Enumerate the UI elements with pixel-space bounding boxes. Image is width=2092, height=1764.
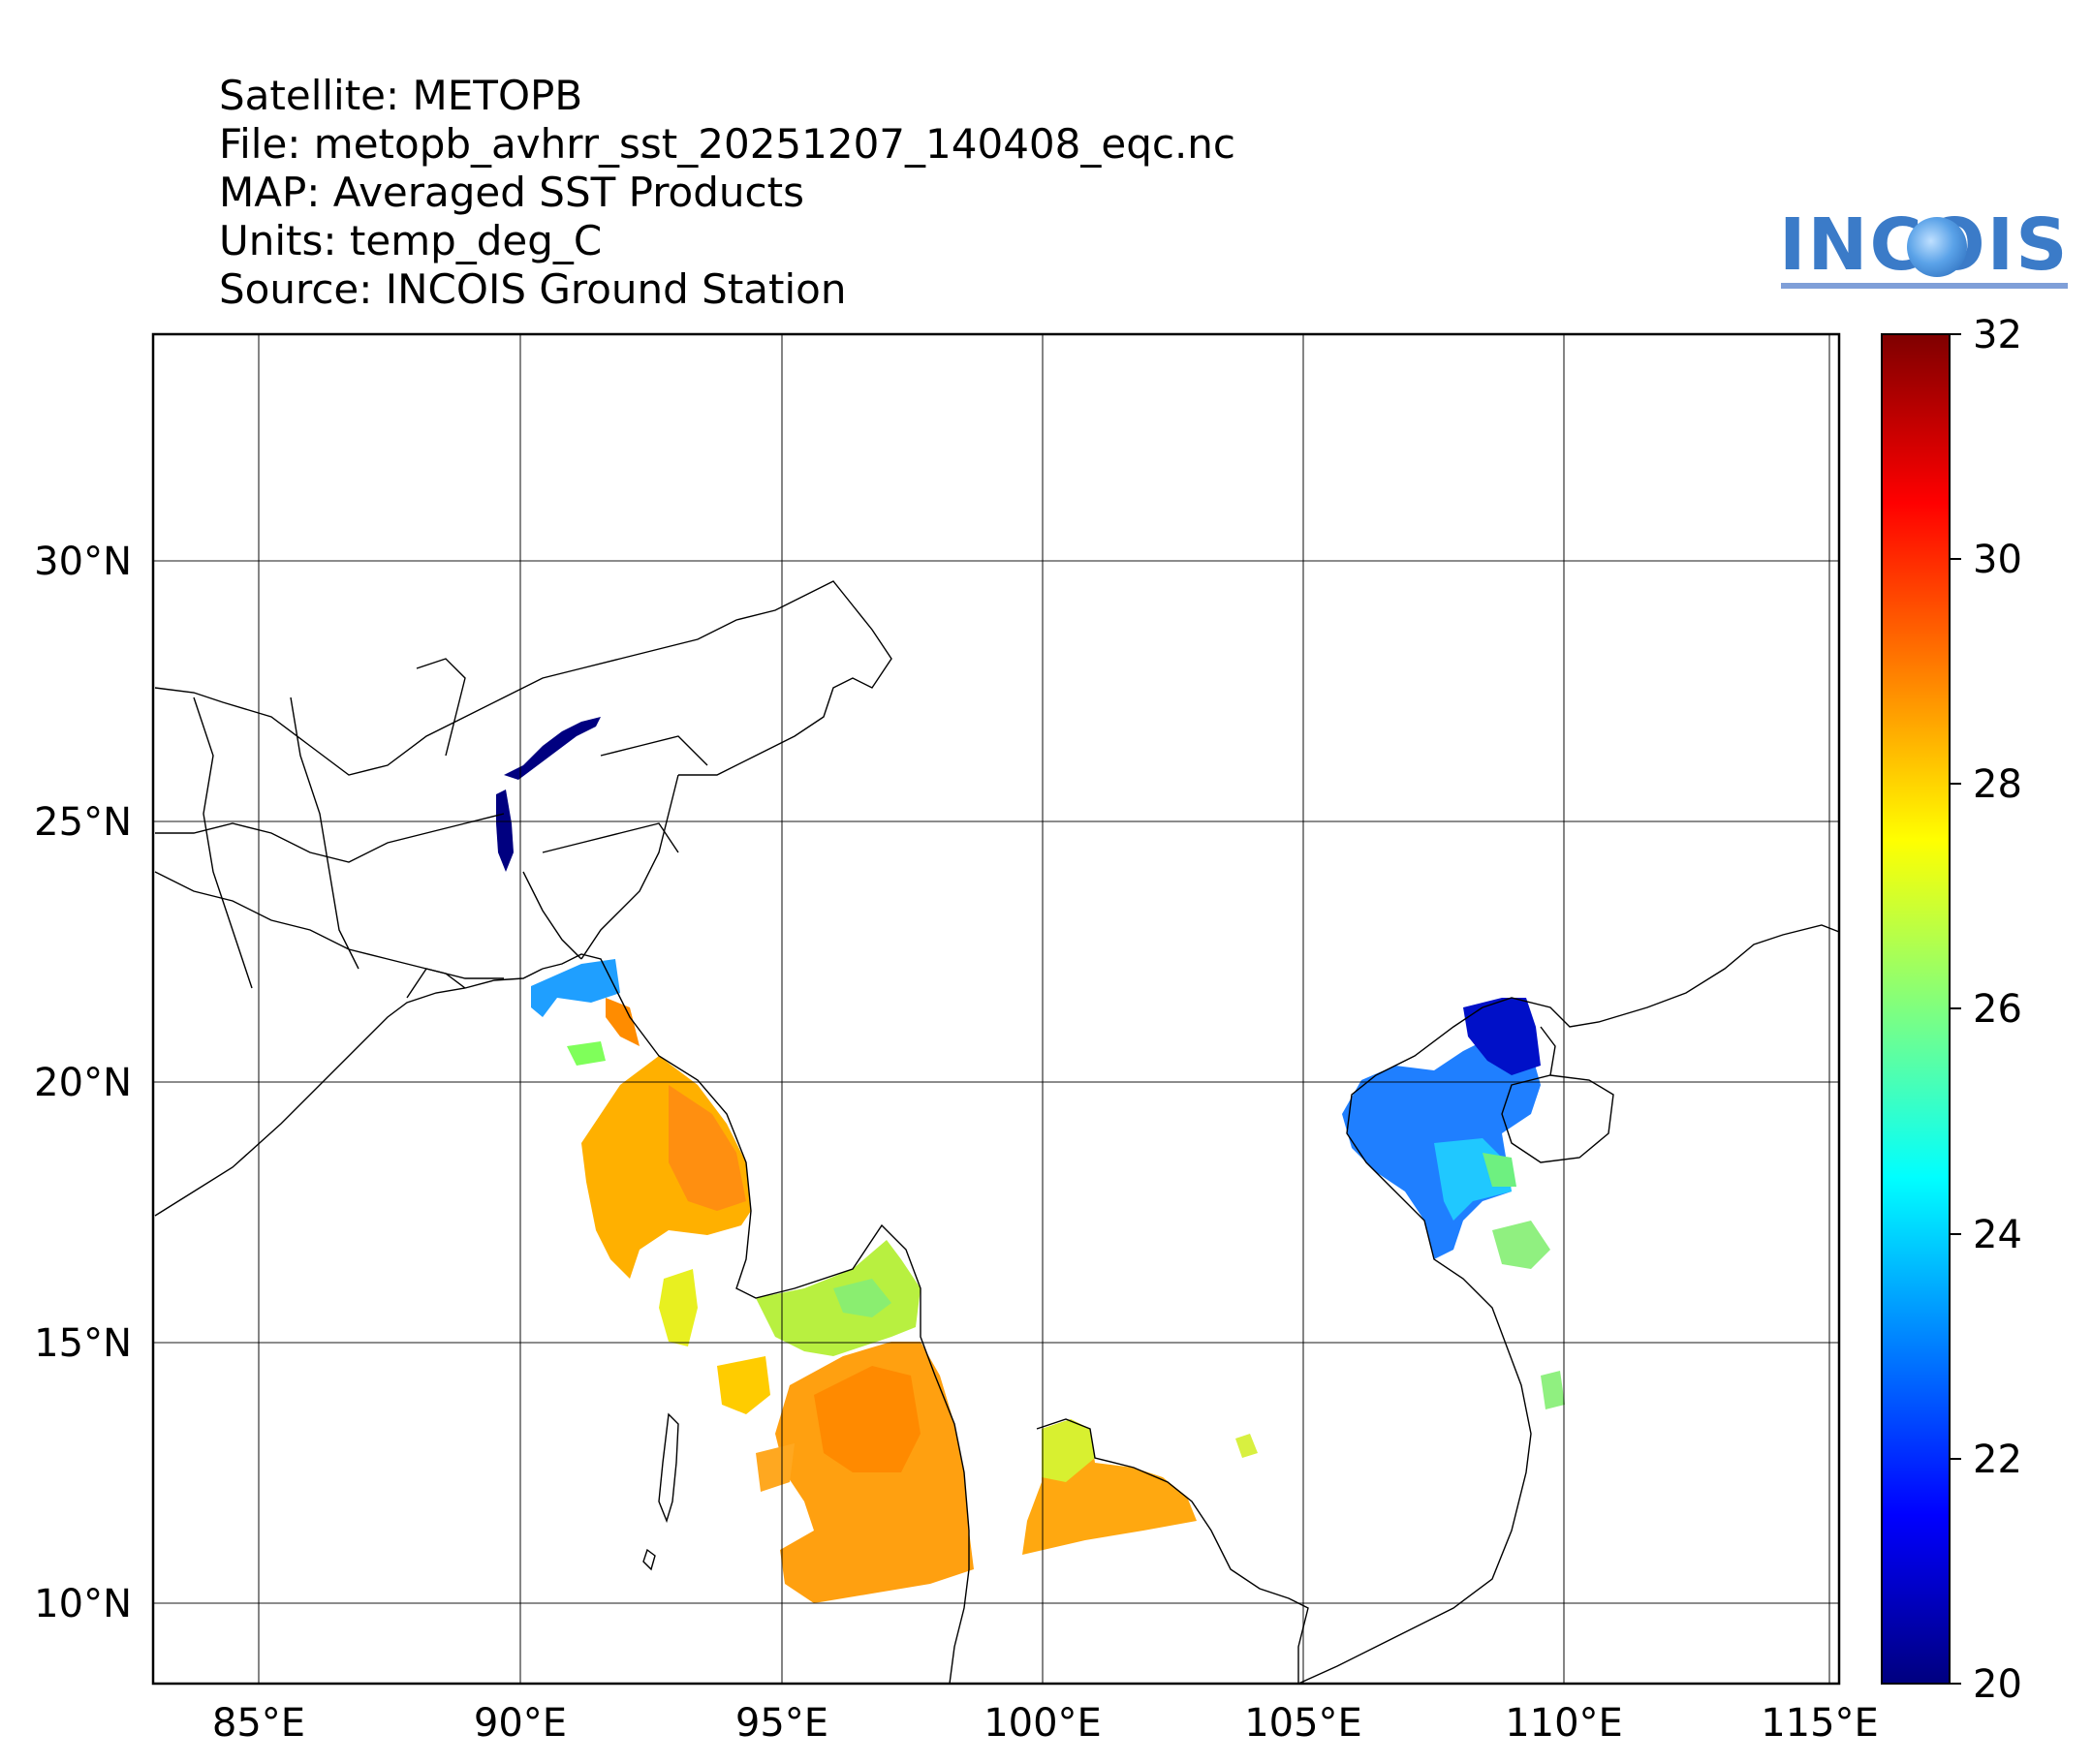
northeast-border-2 [580, 774, 679, 960]
lon-tick-85: 85°E [212, 1701, 305, 1746]
sst-patch-gulf-tonkin-green [1483, 1153, 1516, 1187]
china-south-coast [1482, 924, 1839, 1028]
sst-patch-gulf-small-yellow [1235, 1434, 1258, 1458]
state-border-3 [290, 696, 359, 970]
lat-tick-20: 20°N [34, 1061, 132, 1105]
sst-patch-arakan-small [567, 1041, 606, 1066]
map-frame [151, 332, 1841, 1686]
colorbar-ticks [1950, 333, 1961, 1685]
thailand-malay-coast [1036, 1418, 1309, 1684]
state-border-2 [154, 871, 504, 979]
logo-globe-icon [1907, 217, 1967, 277]
lon-tick-90: 90°E [474, 1701, 567, 1746]
lat-tick-labels: 30°N 25°N 20°N 15°N 10°N [34, 540, 132, 1626]
lon-tick-labels: 85°E 90°E 95°E 100°E 105°E 110°E 115°E [212, 1701, 1879, 1746]
sst-patch-river-west [496, 789, 514, 872]
sst-patch-gulf-tonkin-north [1463, 998, 1541, 1075]
state-border-6 [542, 822, 679, 853]
lon-tick-100: 100°E [984, 1701, 1102, 1746]
indochina-coast [1297, 1006, 1532, 1684]
sst-patch-bangladesh-coast [531, 959, 620, 1017]
sst-patch-arakan-north [606, 998, 640, 1046]
sst-patch-andaman-yellow [659, 1269, 698, 1346]
lat-tick-15: 15°N [34, 1321, 132, 1366]
sst-patch-gulf-thailand-north [1042, 1419, 1095, 1482]
colorbar-label-22: 22 [1973, 1438, 2022, 1482]
state-border-7 [522, 871, 582, 960]
logo-underline [1781, 283, 2068, 289]
bangladesh-myanmar-coast [542, 953, 970, 1684]
colorbar-label-20: 20 [1973, 1662, 2022, 1707]
sst-patch-andaman-sea-west [756, 1443, 795, 1492]
colorbar-label-26: 26 [1973, 987, 2022, 1032]
satellite-label: Satellite: METOPB [219, 72, 583, 119]
northeast-border-1 [154, 580, 892, 776]
coastline-layer [154, 580, 1839, 1684]
sst-patch-vietnam-green [1541, 1371, 1565, 1409]
leizhou-peninsula [1540, 1026, 1556, 1076]
sst-patch-myanmar-west-core [669, 1085, 746, 1211]
units-label: Units: temp_deg_C [219, 217, 603, 264]
lon-tick-105: 105°E [1244, 1701, 1362, 1746]
state-border-4 [193, 696, 253, 989]
sst-patch-river-north [504, 717, 601, 780]
file-label: File: metopb_avhrr_sst_20251207_140408_e… [219, 120, 1236, 168]
sst-patch-andaman-sea-core [814, 1366, 921, 1472]
state-border-1 [155, 813, 505, 863]
lon-tick-95: 95°E [735, 1701, 828, 1746]
lon-tick-110: 110°E [1505, 1701, 1623, 1746]
andaman-islands [658, 1412, 679, 1524]
sst-patch-andaman-small [717, 1356, 770, 1414]
india-east-coast [154, 968, 544, 1217]
colorbar-tick-labels: 32 30 28 26 24 22 20 [1973, 313, 2022, 1707]
colorbar-label-30: 30 [1973, 538, 2022, 582]
lat-tick-10: 10°N [34, 1582, 132, 1626]
colorbar [1881, 333, 1951, 1685]
map-label: MAP: Averaged SST Products [219, 169, 804, 216]
state-border-5 [416, 658, 466, 757]
colorbar-label-32: 32 [1973, 313, 2022, 357]
map-header: Satellite: METOPB File: metopb_avhrr_sst… [219, 72, 1235, 314]
colorbar-label-24: 24 [1973, 1213, 2022, 1257]
incois-logo: INCOIS [1779, 203, 2070, 310]
lat-tick-25: 25°N [34, 800, 132, 845]
source-label: Source: INCOIS Ground Station [219, 265, 847, 313]
gridlines [153, 334, 1839, 1684]
sst-data-layer [496, 717, 1565, 1603]
lon-tick-115: 115°E [1761, 1701, 1879, 1746]
sst-patch-south-china-sea-green [1492, 1221, 1550, 1269]
hainan-island [1501, 1074, 1614, 1163]
lat-tick-30: 30°N [34, 540, 132, 584]
state-border-8 [600, 735, 708, 766]
colorbar-label-28: 28 [1973, 762, 2022, 807]
nicobar-island [642, 1548, 656, 1571]
sst-patch-martaban-teal [833, 1279, 891, 1317]
